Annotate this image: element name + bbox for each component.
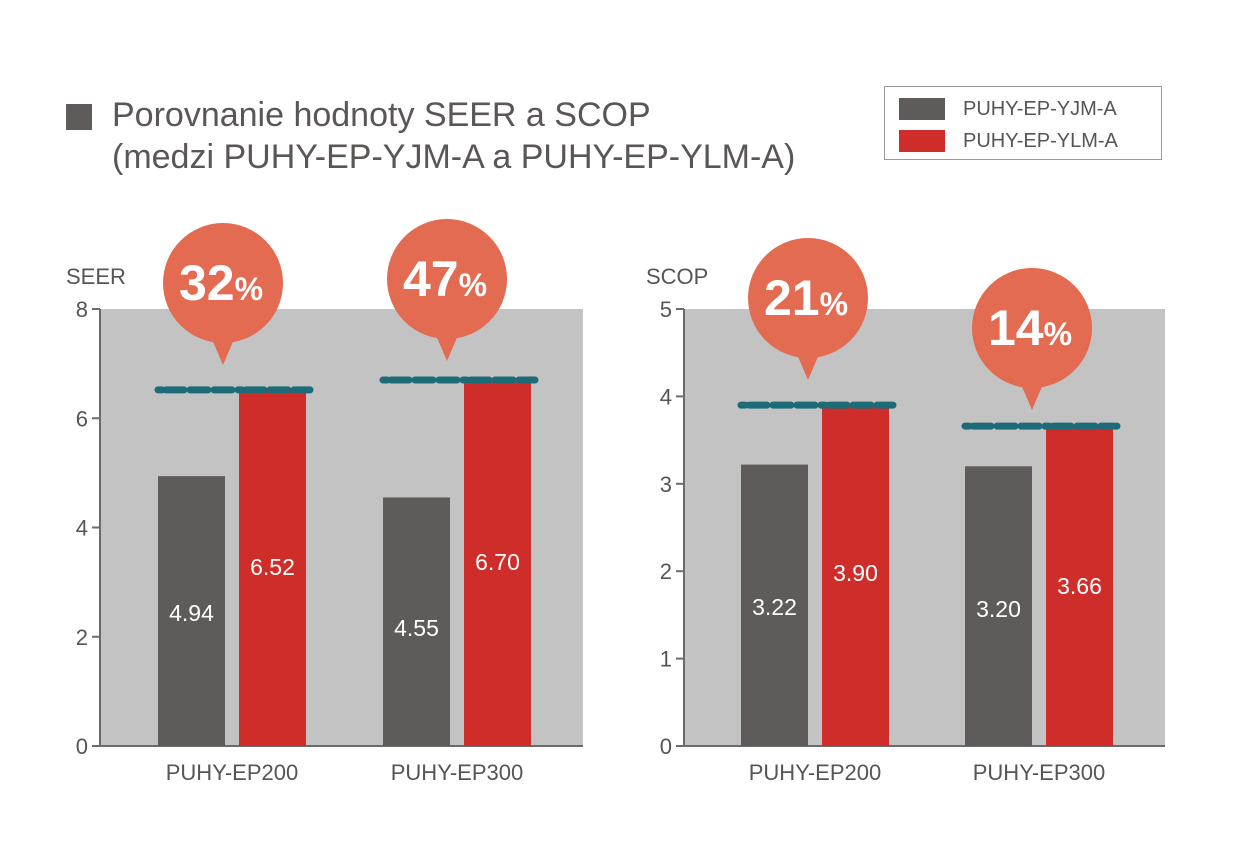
legend-swatch-ylm bbox=[899, 130, 945, 152]
legend-item-yjm: PUHY-EP-YJM-A bbox=[899, 97, 1117, 121]
scop-bubble-pointer bbox=[1020, 382, 1044, 410]
seer-y-tick-label: 8 bbox=[76, 297, 88, 322]
scop-x-tick-label: PUHY-EP200 bbox=[749, 760, 881, 785]
seer-y-tick-label: 4 bbox=[76, 516, 88, 541]
scop-bar bbox=[822, 405, 889, 746]
scop-y-tick-label: 5 bbox=[660, 297, 672, 322]
seer-bubble-pointer bbox=[211, 337, 235, 365]
seer-bar bbox=[464, 380, 531, 746]
seer-y-tick-label: 0 bbox=[76, 734, 88, 759]
scop-bar bbox=[741, 464, 808, 746]
seer-data-label: 6.52 bbox=[250, 554, 295, 580]
scop-data-label: 3.66 bbox=[1057, 573, 1102, 599]
seer-bar bbox=[383, 497, 450, 746]
seer-y-tick-label: 2 bbox=[76, 625, 88, 650]
seer-data-label: 4.94 bbox=[169, 600, 214, 626]
seer-bar bbox=[158, 476, 225, 746]
scop-improvement-bubble bbox=[972, 268, 1092, 388]
scop-y-axis-label: SCOP bbox=[646, 264, 708, 289]
seer-improvement-bubble bbox=[163, 223, 283, 343]
scop-y-tick-label: 2 bbox=[660, 559, 672, 584]
seer-improvement-number: 32 bbox=[179, 255, 235, 311]
seer-improvement-bubble bbox=[387, 219, 507, 339]
scop-y-tick-label: 1 bbox=[660, 647, 672, 672]
chart-title-line-2: (medzi PUHY-EP-YJM-A a PUHY-EP-YLM-A) bbox=[112, 138, 796, 176]
legend-label-ylm: PUHY-EP-YLM-A bbox=[963, 129, 1118, 152]
scop-improvement-bubble bbox=[748, 238, 868, 358]
scop-improvement-number: 14 bbox=[988, 300, 1044, 356]
scop-improvement-unit: % bbox=[1044, 316, 1072, 352]
scop-y-tick-label: 3 bbox=[660, 472, 672, 497]
seer-bubble-pointer bbox=[435, 333, 459, 361]
seer-improvement-unit: % bbox=[235, 271, 263, 307]
scop-y-tick-label: 0 bbox=[660, 734, 672, 759]
seer-data-label: 4.55 bbox=[394, 615, 439, 641]
title-square-icon bbox=[66, 104, 92, 130]
legend-swatch-yjm bbox=[899, 98, 945, 120]
seer-x-tick-label: PUHY-EP300 bbox=[391, 760, 523, 785]
chart-title-line-1: Porovnanie hodnoty SEER a SCOP bbox=[112, 96, 651, 134]
seer-data-label: 6.70 bbox=[475, 549, 520, 575]
seer-improvement-number: 47 bbox=[403, 251, 459, 307]
scop-improvement-label: 21% bbox=[764, 270, 848, 326]
scop-bar bbox=[965, 466, 1032, 746]
legend-label-yjm: PUHY-EP-YJM-A bbox=[963, 97, 1117, 120]
scop-y-tick-label: 4 bbox=[660, 384, 672, 409]
seer-improvement-unit: % bbox=[459, 267, 487, 303]
scop-bubble-pointer bbox=[796, 352, 820, 380]
seer-x-tick-label: PUHY-EP200 bbox=[166, 760, 298, 785]
seer-improvement-label: 47% bbox=[403, 251, 487, 307]
legend-item-ylm: PUHY-EP-YLM-A bbox=[899, 129, 1118, 153]
scop-improvement-number: 21 bbox=[764, 270, 820, 326]
scop-data-label: 3.20 bbox=[976, 596, 1021, 622]
scop-data-label: 3.90 bbox=[833, 560, 878, 586]
scop-data-label: 3.22 bbox=[752, 594, 797, 620]
scop-improvement-label: 14% bbox=[988, 300, 1072, 356]
seer-y-tick-label: 6 bbox=[76, 406, 88, 431]
scop-bar bbox=[1046, 426, 1113, 746]
scop-x-tick-label: PUHY-EP300 bbox=[973, 760, 1105, 785]
legend: PUHY-EP-YJM-A PUHY-EP-YLM-A bbox=[884, 86, 1162, 160]
seer-bar bbox=[239, 389, 306, 746]
seer-y-axis-label: SEER bbox=[66, 264, 126, 289]
seer-improvement-label: 32% bbox=[179, 255, 263, 311]
scop-improvement-unit: % bbox=[820, 286, 848, 322]
